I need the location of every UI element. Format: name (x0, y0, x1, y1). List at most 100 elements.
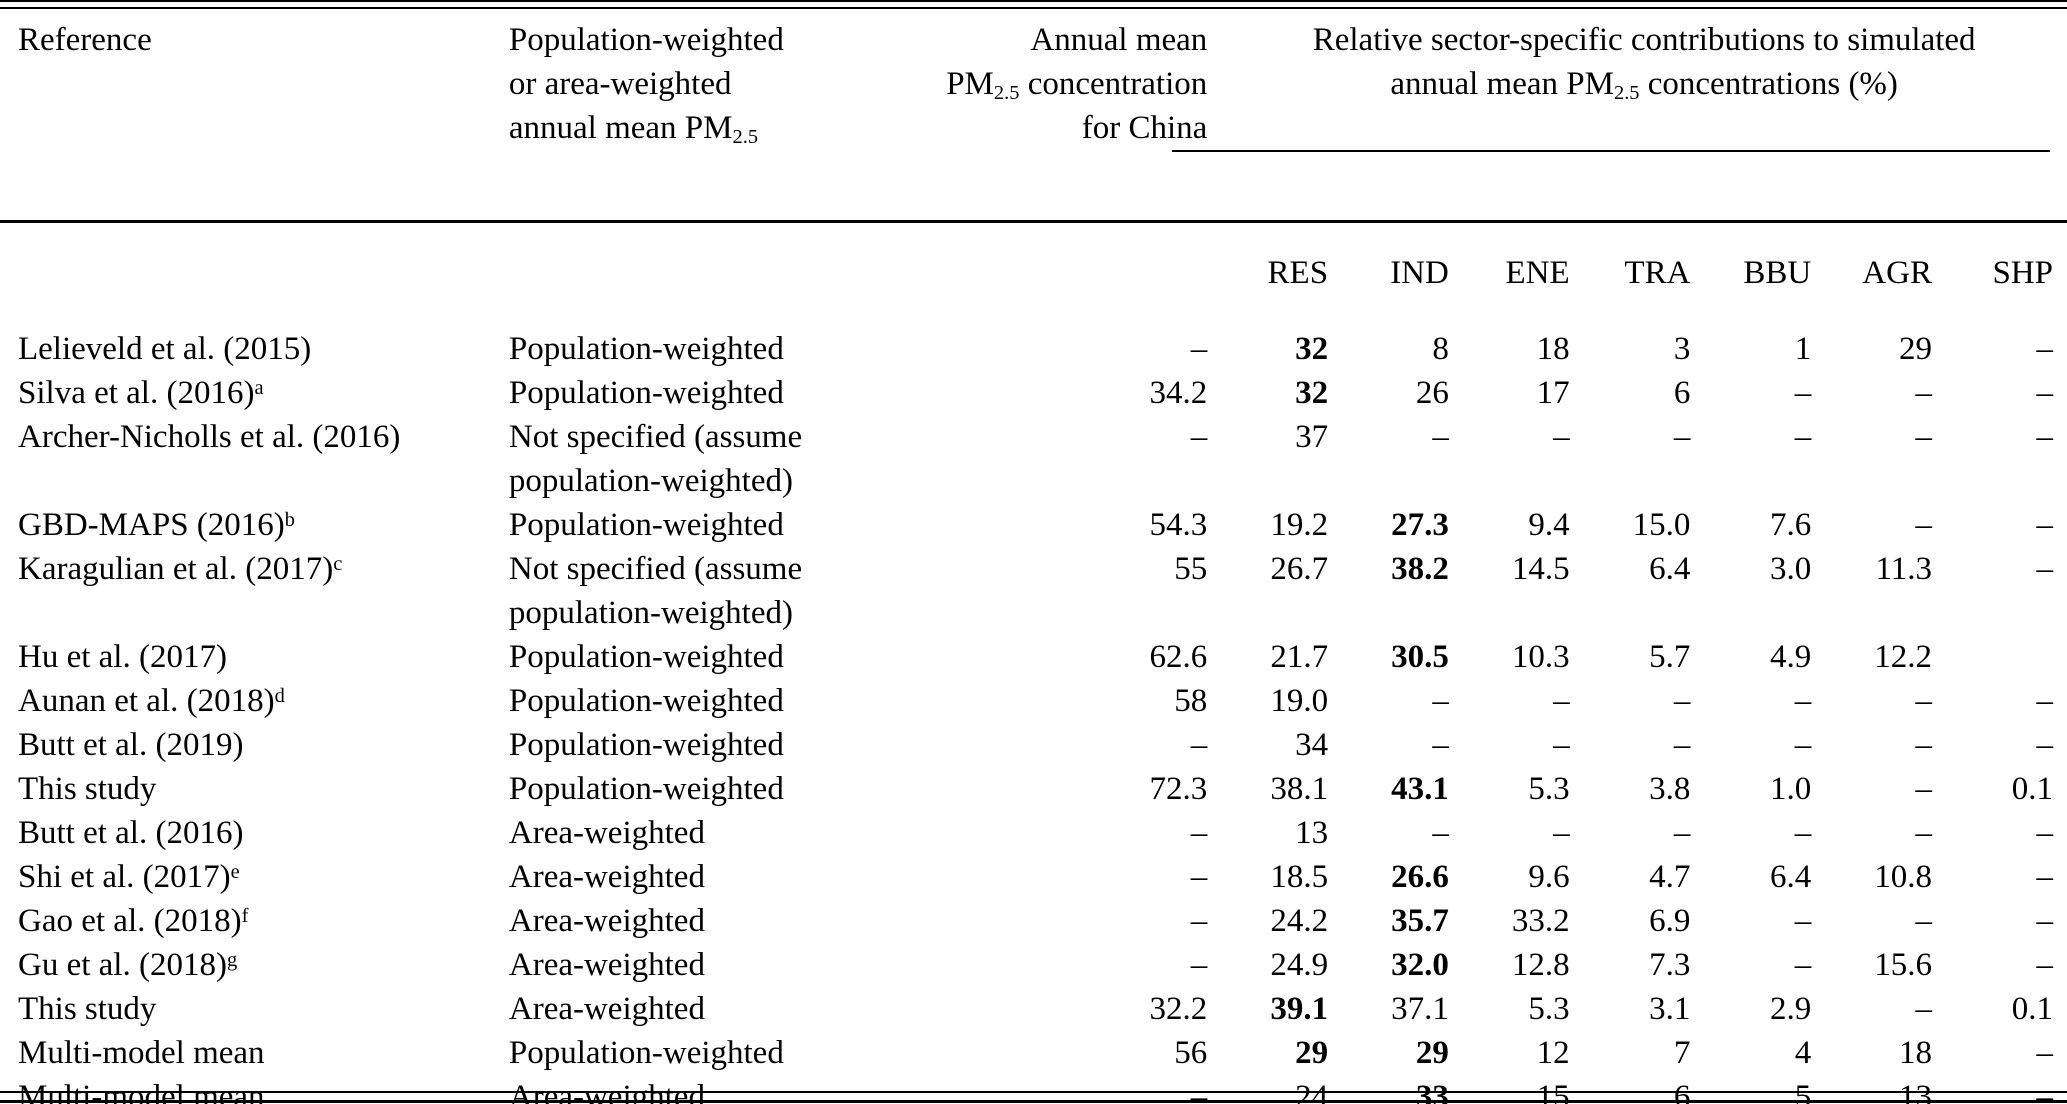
table-row: This study Population-weighted 72.3 38.1 43.… (0, 767, 2067, 811)
sector-value-cell: 5.3 (1528, 991, 1570, 1027)
sector-value-cell: 14.5 (1511, 551, 1570, 587)
sector-value-cell: – (1673, 727, 1691, 763)
sector-value-cell: 8 (1432, 331, 1449, 367)
pm25-subscript: 2.5 (732, 125, 759, 148)
footnote-marker: c (333, 552, 343, 575)
sector-value-cell: 4.9 (1769, 639, 1812, 675)
pm25-subscript: 2.5 (993, 81, 1020, 104)
sector-value-cell: – (1915, 727, 1932, 763)
sector-value-cell: – (1794, 903, 1812, 939)
header-concentration-label-2: concentration for China (1027, 66, 1208, 146)
weighting-cell: Population-weighted (508, 375, 784, 411)
sector-value-cell: 24.2 (1270, 903, 1329, 939)
sector-value-cell: – (1915, 815, 1932, 851)
sector-value-cell: 6 (1673, 375, 1691, 411)
table-row: This study Area-weighted 32.2 39.1 37.1 5.3 3.… (0, 987, 2067, 1031)
sector-value-cell: – (2036, 683, 2054, 719)
column-header-sector-group: Relative sector-specific contributions t… (1221, 0, 2067, 220)
sector-value-cell: 15.6 (1874, 947, 1932, 983)
sector-value-cell: 29 (1898, 331, 1932, 367)
header-group-line2: annual mean PM2.5 concentrations (%) (1221, 62, 2067, 106)
table-row: Shi et al. (2017)e Area-weighted – 18.5 26.6… (0, 855, 2067, 899)
weighting-cell: Population-weighted (508, 639, 784, 675)
sector-value-cell: 38.2 (1391, 551, 1449, 587)
sector-value-cell: – (1915, 507, 1932, 543)
sector-value-cell: 2.9 (1769, 991, 1812, 1027)
weighting-cell: Area-weighted (508, 815, 705, 851)
table-row: Karagulian et al. (2017)c Not specified (… (0, 547, 2067, 635)
sector-header-label: BBU (1743, 255, 1812, 291)
reference-cell: Hu et al. (2017) (18, 639, 227, 675)
sector-value-cell: 30.5 (1391, 639, 1449, 675)
sector-value-cell: – (1673, 815, 1691, 851)
sector-value-cell: – (2036, 903, 2054, 939)
sector-value-cell: 3 (1673, 331, 1691, 367)
reference-cell: Archer-Nicholls et al. (2016) (18, 419, 401, 455)
sector-header-label: IND (1390, 255, 1449, 291)
sector-header-shp: SHP (1946, 220, 2067, 301)
sector-value-cell: 27.3 (1391, 507, 1449, 543)
header-concentration-label-1: Annual mean PM (946, 22, 1208, 102)
sector-value-cell: – (2036, 859, 2054, 895)
sector-value-cell: – (1915, 683, 1932, 719)
reference-cell: Karagulian et al. (2017)c (18, 551, 343, 587)
sector-value-cell: 7.3 (1649, 947, 1691, 983)
sector-value-cell: – (1915, 991, 1932, 1027)
concentration-cell: 72.3 (1149, 771, 1208, 807)
sector-header-label: SHP (1992, 255, 2053, 291)
sector-value-cell: – (1915, 903, 1932, 939)
sector-header-bbu: BBU (1704, 220, 1825, 301)
sector-value-cell: 21.7 (1270, 639, 1329, 675)
sector-value-cell: 34 (1295, 727, 1329, 763)
header-reference-label: Reference (18, 22, 152, 58)
concentration-cell: 54.3 (1149, 507, 1208, 543)
weighting-cell: Population-weighted (508, 683, 784, 719)
sector-value-cell: – (1553, 683, 1570, 719)
table-row: Silva et al. (2016)a Population-weighted 3… (0, 371, 2067, 415)
sector-value-cell: – (1915, 771, 1932, 807)
weighting-cell: Area-weighted (508, 947, 705, 983)
concentration-cell: – (1190, 419, 1208, 455)
sector-value-cell: 43.1 (1391, 771, 1449, 807)
sector-value-cell: 0.1 (2011, 771, 2053, 807)
header-group-line2-pre: annual mean PM (1390, 66, 1614, 102)
sector-value-cell: 24.9 (1270, 947, 1329, 983)
bottom-rule-inner (0, 1091, 2067, 1093)
sector-value-cell: 6.4 (1769, 859, 1812, 895)
table-row: GBD-MAPS (2016)b Population-weighted 54.3 1… (0, 503, 2067, 547)
header-spacer (916, 220, 1221, 301)
sector-header-ind: IND (1342, 220, 1463, 301)
sector-value-cell: 29 (1295, 1035, 1329, 1071)
sector-value-cell: 9.6 (1528, 859, 1570, 895)
sector-value-cell: 32 (1295, 331, 1329, 367)
table-row: Aunan et al. (2018)d Population-weighted 5… (0, 679, 2067, 723)
sector-value-cell: 38.1 (1270, 771, 1329, 807)
sector-value-cell: 1.0 (1769, 771, 1812, 807)
sector-value-cell: – (2036, 375, 2054, 411)
sector-value-cell: 10.3 (1511, 639, 1570, 675)
sector-value-cell: 3.1 (1649, 991, 1691, 1027)
reference-cell: Aunan et al. (2018)d (18, 683, 285, 719)
sector-value-cell: 13 (1295, 815, 1329, 851)
sector-value-cell: – (2036, 507, 2054, 543)
table-row: Archer-Nicholls et al. (2016) Not specifi… (0, 415, 2067, 503)
header-spacer (0, 220, 509, 301)
weighting-cell: Population-weighted (508, 507, 784, 543)
weighting-cell: Population-weighted (508, 771, 784, 807)
column-header-concentration: Annual mean PM2.5 concentration for Chin… (916, 0, 1221, 220)
concentration-cell: 34.2 (1149, 375, 1208, 411)
weighting-cell: Area-weighted (508, 991, 705, 1027)
sector-value-cell: – (1915, 419, 1932, 455)
table-row: Multi-model mean Population-weighted 56 29 2… (0, 1031, 2067, 1075)
sector-value-cell: 18.5 (1270, 859, 1329, 895)
footnote-marker: d (274, 684, 285, 707)
sector-value-cell: – (1553, 727, 1570, 763)
sector-value-cell: – (1432, 683, 1449, 719)
sector-value-cell: 32 (1295, 375, 1329, 411)
table-row: Butt et al. (2016) Area-weighted – 13 – – – – – – (0, 811, 2067, 855)
sector-value-cell: 18 (1536, 331, 1570, 367)
concentration-cell: – (1190, 859, 1208, 895)
sector-value-cell: – (1553, 815, 1570, 851)
concentration-cell: – (1190, 815, 1208, 851)
table-body: Lelieveld et al. (2015) Population-weight… (0, 301, 2067, 1104)
